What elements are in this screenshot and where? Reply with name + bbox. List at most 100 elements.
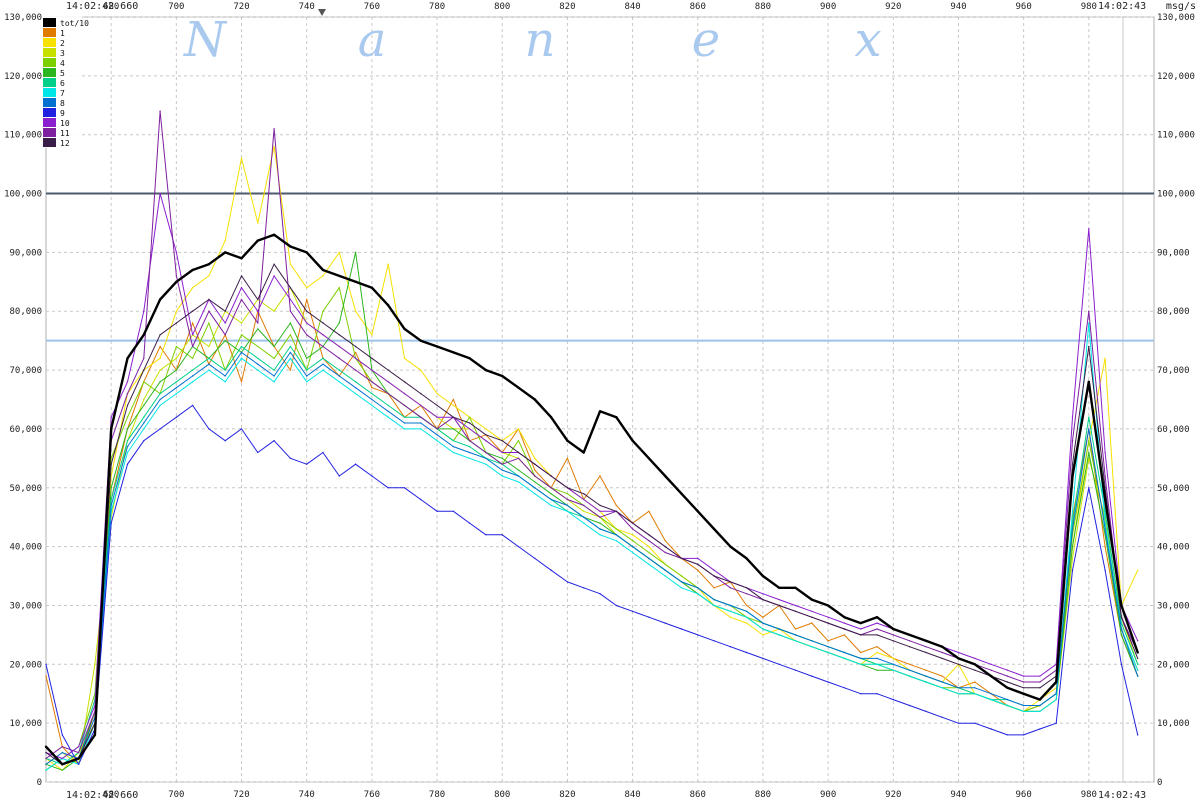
data-point [403, 381, 406, 383]
data-point [680, 575, 683, 577]
data-point [599, 528, 601, 530]
data-point [713, 587, 715, 589]
data-point [631, 528, 634, 530]
data-point [501, 534, 503, 536]
y-tick-label-right: 50,000 [1157, 484, 1190, 494]
data-point [485, 451, 487, 454]
y-tick-label-left: 40,000 [9, 543, 42, 553]
y-tick-label-left: 80,000 [9, 307, 42, 317]
data-point [1104, 522, 1106, 524]
data-point [990, 728, 992, 730]
data-point [583, 516, 585, 518]
data-point [827, 646, 829, 648]
data-point [420, 428, 422, 430]
data-point [403, 422, 406, 424]
data-point [631, 551, 634, 554]
data-point [224, 440, 226, 442]
data-point [615, 528, 617, 530]
x-tick-label-bottom: 820 [559, 790, 575, 800]
data-point [1120, 628, 1123, 630]
data-point [583, 510, 585, 512]
data-point [126, 357, 129, 360]
data-point [420, 369, 422, 371]
data-point [697, 634, 699, 636]
y-tick-label-right: 30,000 [1157, 601, 1190, 611]
watermark-letter: n [525, 12, 556, 68]
data-point [354, 280, 357, 283]
data-point [126, 463, 129, 465]
legend-label: 8 [60, 99, 65, 108]
data-point [810, 598, 813, 601]
data-point [240, 287, 243, 289]
x-tick-label-top: 740 [299, 2, 315, 12]
data-point [1088, 440, 1090, 442]
y-tick-label-left: 20,000 [9, 660, 42, 670]
data-point [534, 481, 536, 483]
data-point [208, 363, 210, 365]
data-point [664, 622, 666, 624]
data-point [1071, 416, 1074, 418]
data-point [615, 540, 617, 542]
data-point [794, 640, 797, 642]
series-line-2 [45, 146, 1139, 771]
data-point [175, 392, 178, 395]
data-point [371, 334, 373, 336]
data-point [338, 369, 340, 371]
data-point [371, 398, 373, 401]
data-point [224, 239, 226, 242]
x-tick-label-top: 920 [885, 2, 901, 12]
data-point [1071, 545, 1074, 548]
data-point [289, 334, 292, 336]
data-point [257, 322, 259, 324]
x-tick-label-bottom: 920 [885, 790, 901, 800]
data-point [371, 404, 373, 407]
data-point [143, 357, 145, 359]
data-point [436, 428, 438, 430]
data-point [289, 369, 292, 371]
data-point [811, 616, 813, 618]
data-point [762, 628, 764, 630]
data-point [403, 416, 406, 418]
data-point [159, 345, 161, 348]
y-tick-label-right: 70,000 [1157, 366, 1190, 376]
data-point [240, 322, 243, 324]
data-point [631, 610, 634, 612]
data-point [143, 416, 145, 418]
y-tick-label-right: 100,000 [1157, 190, 1195, 200]
data-point [697, 593, 699, 595]
data-point [289, 287, 292, 289]
data-point [1088, 451, 1090, 454]
data-point [827, 681, 829, 683]
data-point [534, 463, 536, 465]
data-point [1088, 487, 1090, 489]
data-point [1104, 451, 1106, 454]
data-point [240, 381, 243, 383]
data-point [354, 351, 357, 354]
data-point [1071, 528, 1074, 530]
data-point [908, 669, 911, 671]
data-point [713, 604, 715, 607]
data-point [1055, 722, 1057, 724]
data-point [1039, 675, 1041, 677]
data-point [794, 586, 797, 589]
data-point [712, 527, 716, 531]
data-point [452, 510, 455, 512]
data-point [110, 504, 112, 507]
data-point [322, 369, 324, 371]
data-point [925, 646, 927, 648]
data-point [224, 310, 226, 312]
data-point [45, 769, 47, 771]
x-tick-label-top: 860 [690, 2, 706, 12]
data-point [273, 275, 275, 277]
data-point [191, 268, 194, 272]
data-point [321, 268, 325, 272]
data-point [224, 375, 226, 377]
data-point [680, 492, 683, 495]
data-point [257, 451, 259, 454]
data-point [729, 616, 732, 618]
data-point [648, 545, 650, 548]
legend-label: 5 [60, 69, 65, 78]
data-point [306, 375, 308, 377]
data-point [420, 498, 422, 501]
